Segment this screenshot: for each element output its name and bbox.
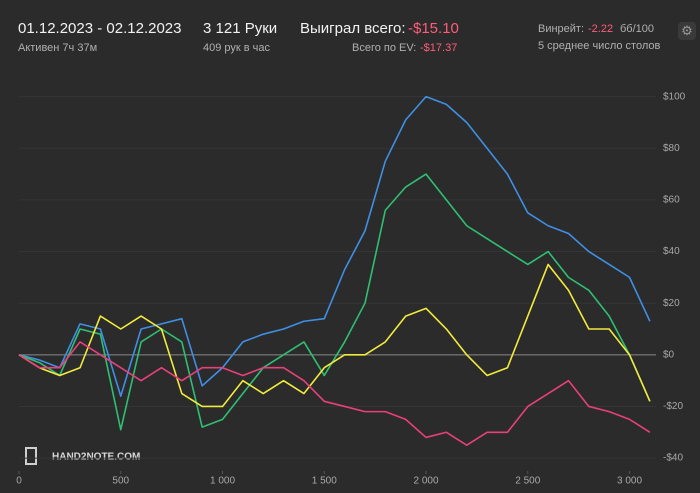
y-tick-label: $80 (663, 143, 680, 154)
y-tick-label: -$20 (663, 401, 683, 412)
x-tick-label: 2 500 (515, 476, 540, 487)
logo-icon (25, 447, 37, 465)
won-value: -$15.10 (408, 20, 459, 37)
ev-label: Всего по EV: (352, 42, 417, 54)
won-label: Выиграл всего: (300, 20, 406, 37)
logo: HAND2NOTE.COM (52, 452, 140, 463)
y-tick-label: $100 (663, 91, 686, 102)
series-line (18, 341, 651, 446)
winrate-label: Винрейт: (538, 23, 585, 35)
series-line (18, 263, 651, 408)
series-line (18, 173, 651, 431)
y-tick-label: $60 (663, 195, 680, 206)
hands: 3 121 Руки (203, 20, 278, 37)
hands-per-hour: 409 рук в час (203, 42, 271, 54)
series-line (18, 95, 651, 397)
winrate-unit: бб/100 (620, 23, 655, 35)
ev-value: -$17.37 (420, 42, 458, 54)
y-tick-label: $20 (663, 298, 680, 309)
x-tick-label: 1 000 (210, 476, 235, 487)
x-tick-label: 1 500 (312, 476, 337, 487)
active-time: Активен 7ч 37м (18, 42, 98, 54)
settings-button[interactable]: ⚙ (678, 22, 696, 40)
x-tick-label: 500 (112, 476, 129, 487)
y-tick-label: $40 (663, 246, 680, 257)
x-tick-label: 0 (16, 476, 22, 487)
y-tick-label: $0 (663, 349, 675, 360)
x-tick-label: 3 000 (617, 476, 642, 487)
y-tick-label: -$40 (663, 453, 683, 464)
x-tick-label: 2 000 (414, 476, 439, 487)
winrate-value: -2.22 (588, 23, 614, 35)
tables: 5 среднее число столов (538, 40, 661, 52)
date-range: 01.12.2023 - 02.12.2023 (18, 20, 182, 37)
